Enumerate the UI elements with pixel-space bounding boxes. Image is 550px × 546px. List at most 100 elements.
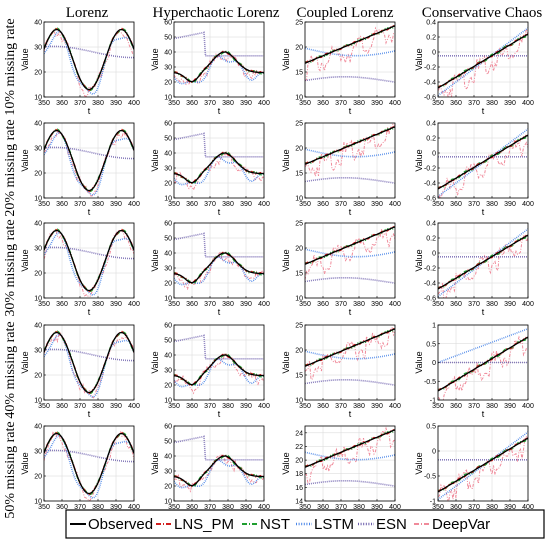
y-axis-label: Value (281, 351, 291, 373)
y-tick-label: 30 (164, 266, 172, 273)
series-group (438, 228, 528, 298)
x-tick-label: 350 (299, 504, 311, 511)
legend-label: DeepVar (432, 516, 490, 533)
series-observed (305, 226, 395, 265)
column-title-conservative-chaos: Conservative Chaos (422, 5, 543, 21)
series-lstm (305, 148, 395, 158)
x-axis-label: t (88, 207, 91, 217)
panel-r3-c4: 350 360 370 380 390 400 -0.6 -0.4 -0.2 0 0.2 0.4 t Va… (414, 221, 534, 318)
x-tick-label: 360 (317, 504, 329, 511)
series-group (174, 31, 264, 86)
y-tick-label: 60 (164, 323, 172, 330)
y-tick-label: 50 (164, 136, 172, 143)
y-tick-label: 40 (164, 50, 172, 57)
series-lstm (438, 431, 528, 501)
series-nst (305, 429, 395, 467)
legend-box (65, 509, 545, 539)
x-tick-label: 380 (486, 403, 498, 410)
series-observed (174, 51, 264, 83)
y-tick-label: 50 (164, 35, 172, 42)
series-observed (305, 126, 395, 165)
x-tick-label: 390 (504, 301, 516, 308)
series-esn (305, 76, 395, 83)
series-observed (174, 152, 264, 184)
y-tick-label: 30 (164, 368, 172, 375)
plot-frame (43, 425, 135, 502)
y-tick-label: -0.4 (424, 181, 436, 188)
legend-item-deepvar: DeepVar (414, 516, 490, 533)
series-esn (305, 177, 395, 184)
x-tick-label: 360 (186, 201, 198, 208)
x-axis-label: t (482, 106, 485, 116)
y-tick-label: 20 (295, 246, 303, 253)
x-tick-label: 400 (522, 504, 534, 511)
x-tick-label: 350 (432, 504, 444, 511)
series-group (44, 430, 134, 501)
y-tick-label: 15 (295, 271, 303, 278)
x-tick-label: 350 (38, 504, 50, 511)
x-tick-label: 400 (522, 201, 534, 208)
series-nst (44, 330, 134, 395)
series-group (44, 27, 134, 97)
x-tick-label: 370 (204, 201, 216, 208)
series-group (438, 128, 528, 198)
series-esn (305, 480, 395, 487)
x-tick-label: 370 (204, 504, 216, 511)
x-tick-label: 400 (128, 504, 140, 511)
x-tick-label: 390 (371, 403, 383, 410)
x-tick-label: 390 (240, 301, 252, 308)
series-lstm (438, 128, 528, 198)
plot-frame (304, 324, 396, 401)
y-tick-label: 10 (34, 398, 42, 405)
y-tick-label: 10 (34, 196, 42, 203)
series-group (305, 326, 395, 386)
y-tick-label: 10 (164, 95, 172, 102)
x-tick-label: 370 (468, 403, 480, 410)
y-tick-label: 50 (164, 236, 172, 243)
x-tick-label: 350 (38, 201, 50, 208)
series-deepvar (174, 52, 264, 86)
plot-frame (43, 21, 135, 98)
y-tick-label: 25 (295, 323, 303, 330)
series-lstm (174, 55, 264, 85)
plot-frame (173, 222, 265, 299)
plot-frame (437, 21, 529, 98)
y-tick-label: 25 (295, 121, 303, 128)
column-titles: Lorenz Hyperchaotic Lorenz Coupled Loren… (66, 5, 543, 21)
series-lstm (174, 358, 264, 388)
series-group (305, 226, 395, 284)
y-tick-label: 40 (34, 424, 42, 431)
series-esn (44, 449, 134, 463)
row-label-50: 50% missing rate (3, 421, 18, 518)
x-tick-label: 350 (38, 301, 50, 308)
x-tick-label: 350 (168, 100, 180, 107)
x-axis-label: t (218, 307, 221, 317)
series-observed (438, 437, 528, 493)
x-axis-label: t (349, 307, 352, 317)
x-tick-label: 380 (222, 403, 234, 410)
x-tick-label: 390 (504, 201, 516, 208)
panel-r4-c1: 350 360 370 380 390 400 10 20 30 40 t Value (20, 323, 140, 420)
series-deepvar (174, 453, 264, 493)
y-tick-label: 30 (34, 146, 42, 153)
series-nst (44, 228, 134, 293)
y-tick-label: 30 (164, 65, 172, 72)
column-title-hyperchaotic-lorenz: Hyperchaotic Lorenz (152, 5, 279, 21)
y-tick-label: 40 (34, 323, 42, 330)
x-tick-label: 370 (74, 504, 86, 511)
x-tick-label: 390 (504, 504, 516, 511)
x-tick-label: 360 (56, 301, 68, 308)
series-group (305, 25, 395, 83)
plot-frame (173, 425, 265, 502)
panel-r2-c3: 350 360 370 380 390 400 10 15 20 25 t Value (281, 121, 401, 218)
x-tick-label: 390 (371, 504, 383, 511)
x-tick-label: 360 (317, 403, 329, 410)
panel-r3-c1: 350 360 370 380 390 400 10 20 30 40 t Value (20, 221, 140, 318)
x-tick-label: 400 (258, 100, 270, 107)
x-tick-label: 390 (371, 201, 383, 208)
series-esn (174, 31, 264, 57)
legend-label: NST (260, 516, 290, 533)
y-tick-label: 40 (34, 121, 42, 128)
y-tick-label: -1 (430, 499, 436, 506)
